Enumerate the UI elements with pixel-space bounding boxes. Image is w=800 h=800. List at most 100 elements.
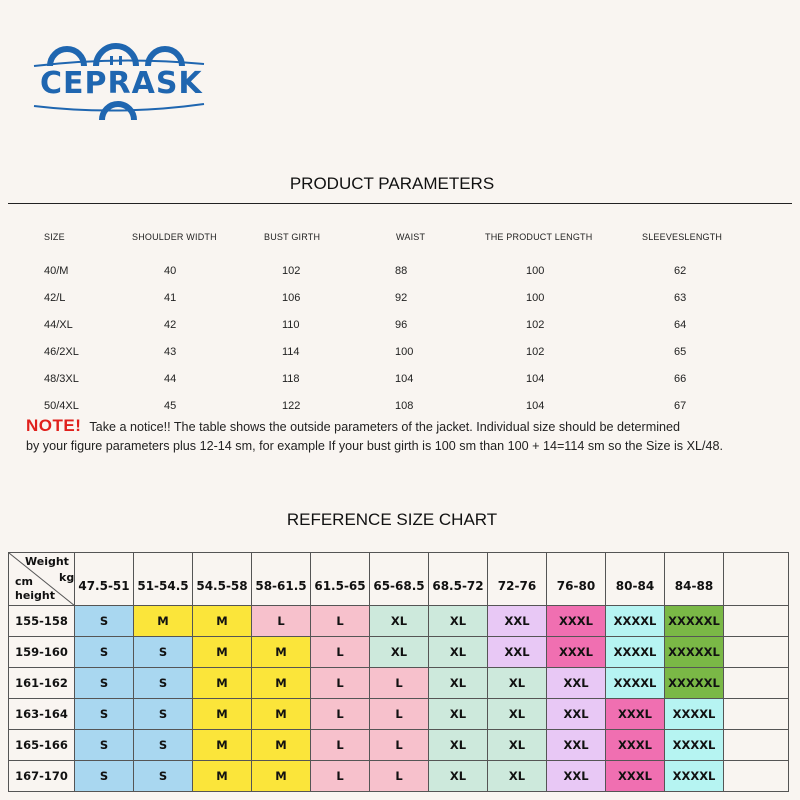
size-cell: XXL	[487, 605, 547, 637]
corner-kg-label: kg	[59, 571, 75, 584]
size-cell: XXXXL	[605, 667, 665, 699]
size-cell: L	[251, 605, 311, 637]
weight-range-header: 58-61.5	[251, 552, 311, 606]
size-cell: L	[310, 605, 370, 637]
size-cell: S	[74, 698, 134, 730]
height-range-label: 165-166	[8, 729, 75, 761]
size-note: NOTE! Take a notice!! The table shows the…	[26, 416, 796, 456]
size-cell: M	[133, 605, 193, 637]
size-cell: M	[192, 605, 252, 637]
size-cell: XXXL	[605, 760, 665, 792]
measurement-value: 114	[282, 346, 300, 358]
size-cell	[723, 636, 789, 668]
measurement-value: 62	[674, 265, 687, 277]
size-cell: M	[192, 636, 252, 668]
measurement-value: 64	[674, 319, 687, 331]
size-cell: XL	[487, 729, 547, 761]
height-range-label: 167-170	[8, 760, 75, 792]
measurement-value: 66	[674, 373, 687, 385]
size-cell: XL	[487, 698, 547, 730]
measurement-value: 65	[674, 346, 687, 358]
height-range-label: 159-160	[8, 636, 75, 668]
chart-corner-cell: Weight kg cm height	[8, 552, 75, 606]
measurement-value: 100	[526, 265, 545, 277]
size-cell: XXXL	[605, 729, 665, 761]
height-range-label: 163-164	[8, 698, 75, 730]
weight-range-header: 76-80	[546, 552, 606, 606]
size-cell: S	[133, 698, 193, 730]
size-label: 46/2XL	[44, 346, 79, 358]
size-cell: XXXL	[546, 636, 606, 668]
corner-weight-label: Weight	[25, 555, 69, 568]
height-row: 163-164 S S M M L L XL XL XXL XXXL XXXXL	[8, 698, 789, 730]
measurement-value: 104	[526, 373, 545, 385]
size-cell: L	[310, 667, 370, 699]
weight-range-header: 47.5-51	[74, 552, 134, 606]
height-row: 161-162 S S M M L L XL XL XXL XXXXL XXXXXL	[8, 667, 789, 699]
measurement-value: 88	[395, 265, 408, 277]
size-cell: S	[74, 636, 134, 668]
weight-range-header: 54.5-58	[192, 552, 252, 606]
size-cell: XL	[428, 760, 488, 792]
size-cell: XXXXL	[664, 698, 724, 730]
ceprask-logo: CEPRASK	[28, 36, 208, 122]
size-cell: L	[310, 698, 370, 730]
measurement-value: 96	[395, 319, 408, 331]
measurement-value: 67	[674, 400, 687, 412]
corner-diagonal	[9, 553, 75, 606]
size-cell: M	[192, 667, 252, 699]
col-product-length: THE PRODUCT LENGTH	[485, 232, 593, 242]
measurement-value: 100	[526, 292, 545, 304]
size-cell: XL	[428, 636, 488, 668]
weight-range-header: 68.5-72	[428, 552, 488, 606]
size-cell: L	[310, 636, 370, 668]
weight-range-header: 51-54.5	[133, 552, 193, 606]
height-range-label: 161-162	[8, 667, 75, 699]
measurement-value: 40	[164, 265, 177, 277]
measurement-value: 92	[395, 292, 408, 304]
size-cell: XL	[428, 667, 488, 699]
col-bust-girth: BUST GIRTH	[264, 232, 321, 242]
weight-range-header: 72-76	[487, 552, 547, 606]
parameters-row: 46/2XL 43 114 100 102 65	[0, 346, 800, 364]
size-cell: XL	[369, 605, 429, 637]
reference-chart-title: REFERENCE SIZE CHART	[286, 510, 498, 529]
size-cell	[723, 698, 789, 730]
size-cell: XXXXL	[664, 760, 724, 792]
size-cell: XXL	[546, 760, 606, 792]
size-cell: L	[310, 760, 370, 792]
size-cell: XXXXXL	[664, 605, 724, 637]
parameters-row: 48/3XL 44 118 104 104 66	[0, 373, 800, 391]
col-shoulder-width: SHOULDER WIDTH	[132, 232, 217, 242]
size-cell	[723, 760, 789, 792]
size-cell	[723, 729, 789, 761]
measurement-value: 100	[395, 346, 414, 358]
measurement-value: 41	[164, 292, 177, 304]
size-cell: XL	[487, 667, 547, 699]
col-size: SIZE	[44, 232, 65, 242]
size-cell	[723, 605, 789, 637]
size-label: 42/L	[44, 292, 66, 304]
parameters-row: 42/L 41 106 92 100 63	[0, 292, 800, 310]
size-cell: XL	[428, 605, 488, 637]
col-waist: WAIST	[396, 232, 426, 242]
size-cell: XL	[428, 729, 488, 761]
size-cell: M	[192, 760, 252, 792]
height-row: 159-160 S S M M L XL XL XXL XXXL XXXXL XXXXXL	[8, 636, 789, 668]
measurement-value: 110	[282, 319, 300, 331]
note-line-2: by your figure parameters plus 12-14 sm,…	[26, 439, 723, 453]
parameters-row: 44/XL 42 110 96 102 64	[0, 319, 800, 337]
measurement-value: 45	[164, 400, 177, 412]
parameters-row: 40/M 40 102 88 100 62	[0, 265, 800, 283]
col-sleeve-length: SLEEVESLENGTH	[642, 232, 723, 242]
title-divider	[8, 203, 792, 204]
parameters-header-row: SIZE SHOULDER WIDTH BUST GIRTH WAIST THE…	[0, 232, 800, 250]
size-cell: L	[369, 698, 429, 730]
size-cell: S	[133, 729, 193, 761]
size-cell: M	[251, 729, 311, 761]
weight-range-header: 84-88	[664, 552, 724, 606]
weight-range-header: 65-68.5	[369, 552, 429, 606]
size-cell: M	[251, 698, 311, 730]
height-range-label: 155-158	[8, 605, 75, 637]
measurement-value: 122	[282, 400, 301, 412]
